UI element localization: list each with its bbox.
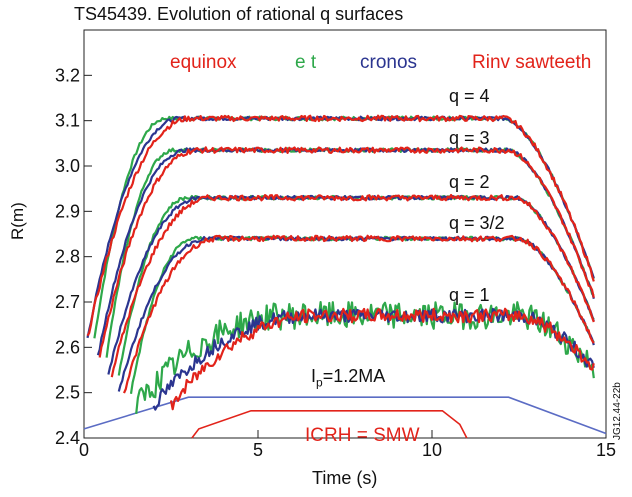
series-equinox-q0 <box>86 114 595 337</box>
y-tick-label-2.9: 2.9 <box>55 201 80 221</box>
y-tick-label-2.4: 2.4 <box>55 428 80 448</box>
series-equinox-q1 <box>98 146 595 358</box>
chart-title: TS45439. Evolution of rational q surface… <box>74 4 404 24</box>
y-axis-label: R(m) <box>8 202 27 240</box>
series-equinox-q2 <box>110 193 595 378</box>
legend-cronos: cronos <box>360 52 418 73</box>
q32-label: q = 3/2 <box>449 213 505 233</box>
plot-border <box>83 29 607 439</box>
q3-label: q = 3 <box>449 128 490 148</box>
legend-rinv-sawteeth: Rinv sawteeth <box>472 52 592 73</box>
icrh-power-trace <box>191 410 468 439</box>
series-equinox-q3 <box>122 234 595 394</box>
q2-label: q = 2 <box>449 172 490 192</box>
y-tick-label-2.8: 2.8 <box>55 247 80 267</box>
series-cronos-q2 <box>107 194 595 375</box>
series-lines <box>86 114 595 415</box>
legend-equinox: equinox <box>170 52 237 73</box>
plasma-current-label: Ip=1.2MA <box>311 366 386 390</box>
legend-et: e t <box>295 52 317 73</box>
x-tick-label-5: 5 <box>253 440 263 460</box>
x-tick-label-0: 0 <box>79 440 89 460</box>
x-tick-label-15: 15 <box>596 440 616 460</box>
y-tick-label-3: 3.0 <box>55 156 80 176</box>
y-tick-label-2.7: 2.7 <box>55 292 80 312</box>
q4-label: q = 4 <box>449 86 490 106</box>
y-tick-label-2.6: 2.6 <box>55 337 80 357</box>
icrh-label: ICRH = SMW <box>305 425 420 446</box>
series-equinox-q4 <box>169 307 595 411</box>
plot-frame <box>83 29 607 439</box>
figure-code: JG12.44-22b <box>612 382 623 440</box>
x-tick-label-10: 10 <box>422 440 442 460</box>
x-axis-label: Time (s) <box>312 468 378 488</box>
axis-ticks: 0 5 10 15 2.4 2.5 2.6 2.7 2.8 2.9 3.0 3.1 3.2 <box>55 65 616 460</box>
y-tick-label-2.5: 2.5 <box>55 383 80 403</box>
y-tick-label-3.2: 3.2 <box>55 65 80 85</box>
q1-label: q = 1 <box>449 285 490 305</box>
y-tick-label-3.1: 3.1 <box>55 111 80 131</box>
